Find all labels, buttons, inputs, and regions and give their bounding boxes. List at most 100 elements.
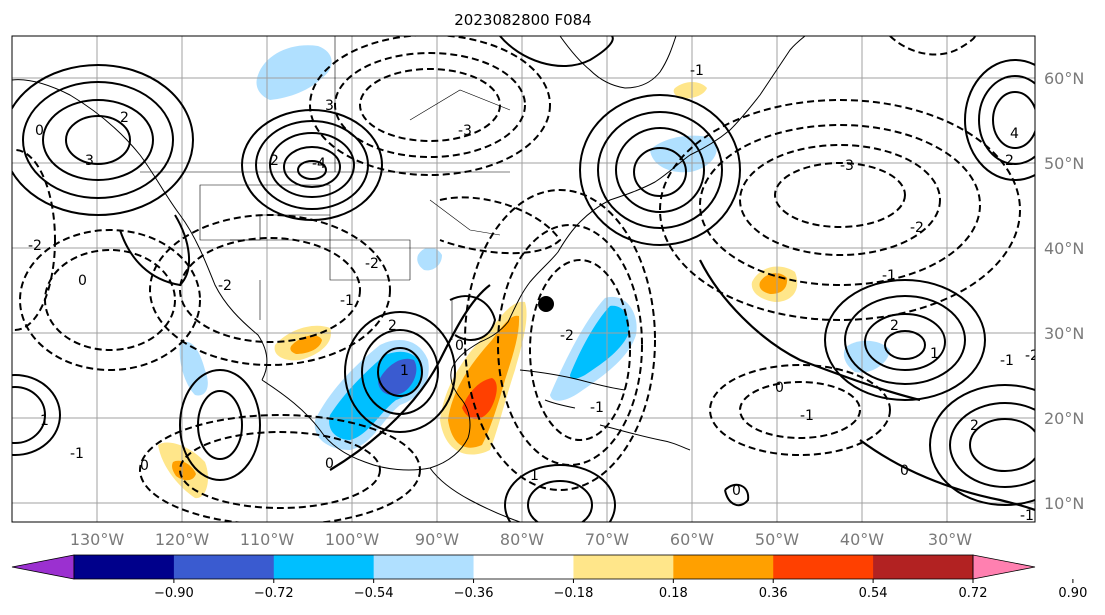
map-frame [11, 35, 1036, 523]
lat-tick-labels: 60°N 50°N 40°N 30°N 20°N 10°N [1044, 69, 1084, 513]
contours-positive [12, 36, 1035, 522]
contour-label: -3 [458, 123, 472, 139]
colorbar-tick-label: 0.72 [959, 586, 988, 601]
contours-zero [329, 259, 1035, 512]
contour-label: 0 [455, 338, 464, 354]
lon-tick-label: 100°W [325, 530, 380, 549]
contour-labels: 0 3 2 -2 0 2 -4 3 -3 -2 -1 -2 2 1 0 -2 -… [28, 63, 1039, 524]
colorbar-frame [73, 554, 974, 580]
colorbar-tick-label: −0.36 [454, 586, 494, 601]
contour-label: 1 [400, 363, 409, 379]
colorbar-segment [673, 555, 774, 579]
contours-negative [12, 36, 1021, 522]
contour-label: 0 [140, 458, 149, 474]
contour-label: -1 [340, 293, 354, 309]
contour-label: -2 [1025, 348, 1039, 364]
colorbar-segment [74, 555, 175, 579]
lon-tick-label: 70°W [585, 530, 629, 549]
contour-label: -1 [1000, 353, 1014, 369]
contour-label: 0 [900, 463, 909, 479]
colorbar-arrow-min [11, 554, 75, 580]
colorbar-segment [873, 555, 974, 579]
contour-label: 1 [40, 413, 49, 429]
contour-label: -1 [590, 400, 604, 416]
colorbar-segment [573, 555, 674, 579]
colorbar-segment [173, 555, 275, 579]
lat-tick-label: 50°N [1044, 154, 1084, 173]
colorbar-tick-label: 0.90 [1058, 586, 1087, 601]
contour-label: -2 [218, 278, 232, 294]
contour-label: 3 [325, 98, 334, 114]
shade-positive-mexico-core [290, 335, 322, 354]
colorbar-segment [273, 555, 375, 579]
contour-label: 2 [270, 153, 279, 169]
lon-tick-label: 60°W [670, 530, 714, 549]
contour-label: -1 [882, 268, 896, 284]
colorbar-segment [773, 555, 874, 579]
shade-negative-canada [256, 45, 332, 100]
contour-label: 2 [388, 318, 397, 334]
contour-label: 2 [890, 318, 899, 334]
contour-label: 2 [1005, 153, 1014, 169]
shade-negative-great-lakes [417, 247, 442, 271]
contour-label: 0 [78, 273, 87, 289]
lat-tick-label: 60°N [1044, 69, 1084, 88]
colorbar-tick-label: −0.54 [354, 586, 394, 601]
contour-label: -4 [312, 156, 326, 172]
lon-tick-label: 80°W [500, 530, 544, 549]
contour-label: -2 [365, 256, 379, 272]
coastlines [12, 36, 806, 522]
contour-label: 3 [85, 153, 94, 169]
lon-tick-label: 50°W [755, 530, 799, 549]
lat-tick-label: 30°N [1044, 324, 1084, 343]
contour-label: 1 [530, 468, 539, 484]
colorbar-arrow-max [972, 554, 1036, 580]
contour-label: -1 [690, 63, 704, 79]
contour-label: 0 [35, 123, 44, 139]
contour-label: 4 [1010, 126, 1019, 142]
contour-label: -1 [1020, 508, 1034, 524]
map-area: 0 3 2 -2 0 2 -4 3 -3 -2 -1 -2 2 1 0 -2 -… [12, 36, 1039, 524]
contour-label: 0 [775, 380, 784, 396]
shading-layer [158, 45, 890, 499]
lat-tick-label: 40°N [1044, 239, 1084, 258]
contour-label: -1 [800, 408, 814, 424]
contour-label: -2 [28, 238, 42, 254]
colorbar-tick-label: 0.54 [859, 586, 888, 601]
lon-tick-labels: 130°W 120°W 110°W 100°W 90°W 80°W 70°W 6… [70, 530, 972, 549]
colorbar-segment [473, 555, 574, 579]
colorbar-tick-label: −0.18 [554, 586, 594, 601]
contour-label: -2 [560, 328, 574, 344]
contour-label: 0 [732, 483, 741, 499]
shade-positive-greenland [673, 82, 707, 99]
lon-tick-label: 30°W [928, 530, 972, 549]
shade-negative-atlantic-mid [570, 305, 630, 379]
shade-negative-pacific [179, 341, 208, 396]
contour-label: 2 [120, 110, 129, 126]
lat-tick-label: 20°N [1044, 409, 1084, 428]
shade-positive-pacific-core [172, 460, 196, 481]
contour-label: 0 [325, 456, 334, 472]
location-marker [538, 296, 554, 312]
lon-tick-label: 110°W [240, 530, 295, 549]
contour-label: 2 [970, 418, 979, 434]
shade-positive-gulf-core [462, 378, 497, 420]
lon-tick-label: 120°W [155, 530, 210, 549]
colorbar-segment [373, 555, 475, 579]
contour-label: -1 [70, 446, 84, 462]
contour-label: 1 [930, 346, 939, 362]
contour-label: -2 [910, 220, 924, 236]
colorbar-tick-label: −0.72 [254, 586, 294, 601]
contour-label: -3 [840, 158, 854, 174]
colorbar: −0.90 −0.72 −0.54 −0.36 −0.18 0.18 0.36 0.54 0.7… [11, 554, 1087, 601]
colorbar-tick-label: 0.18 [659, 586, 688, 601]
lon-tick-label: 130°W [70, 530, 125, 549]
lon-tick-label: 90°W [415, 530, 459, 549]
lat-tick-label: 10°N [1044, 494, 1084, 513]
shade-negative-gulf-core [378, 358, 417, 396]
figure-title: 2023082800 F084 [454, 11, 591, 29]
lon-tick-label: 40°W [840, 530, 884, 549]
colorbar-tick-label: −0.90 [154, 586, 194, 601]
